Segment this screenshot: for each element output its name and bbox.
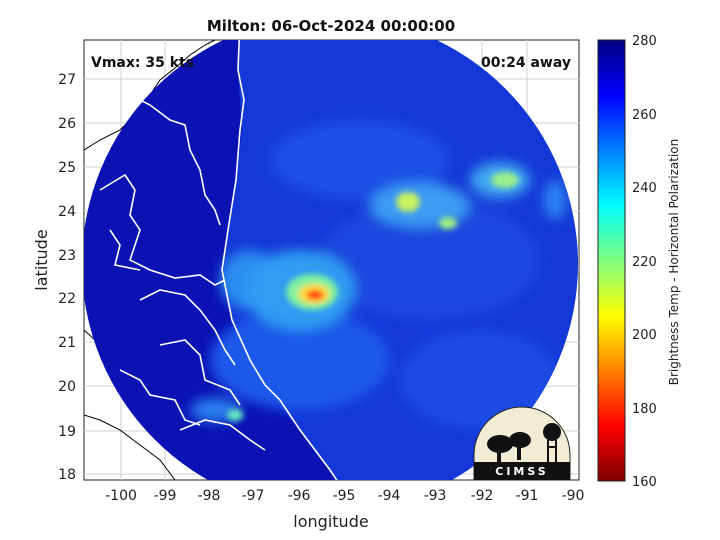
colorbar-tick: 160 <box>632 475 657 490</box>
y-tick-label: 23 <box>58 248 76 264</box>
y-axis: 27 26 25 24 23 22 21 20 19 18 latitude <box>32 72 76 483</box>
x-tick-label: -99 <box>154 488 177 504</box>
y-tick-label: 20 <box>58 379 76 395</box>
x-tick-label: -98 <box>198 488 221 504</box>
colorbar-tick: 240 <box>632 181 657 196</box>
time-away-text: 00:24 away <box>481 55 571 71</box>
satellite-dish-icon <box>487 432 531 462</box>
x-tick-label: -91 <box>516 488 539 504</box>
colorbar-tick: 180 <box>632 402 657 417</box>
x-tick-label: -96 <box>288 488 311 504</box>
cimss-logo-text: CIMSS <box>495 465 548 478</box>
y-tick-label: 19 <box>58 424 76 440</box>
y-tick-label: 22 <box>58 291 76 307</box>
colorbar-tick: 260 <box>632 108 657 123</box>
y-axis-label: latitude <box>32 229 51 290</box>
x-tick-label: -100 <box>105 488 137 504</box>
x-axis: -100 -99 -98 -97 -96 -95 -94 -93 -92 -91… <box>105 488 584 531</box>
map-title: Milton: 06-Oct-2024 00:00:00 <box>207 17 455 35</box>
y-tick-label: 27 <box>58 72 76 88</box>
y-tick-label: 24 <box>58 204 76 220</box>
y-tick-label: 21 <box>58 335 76 351</box>
y-tick-label: 25 <box>58 160 76 176</box>
colorbar-tick: 220 <box>632 255 657 270</box>
x-axis-label: longitude <box>293 512 368 531</box>
x-tick-label: -97 <box>242 488 265 504</box>
colorbar: 280 260 240 220 200 180 160 Brightness T… <box>597 34 681 490</box>
colorbar-gradient <box>597 39 626 482</box>
x-tick-label: -93 <box>424 488 447 504</box>
x-tick-label: -95 <box>333 488 356 504</box>
y-tick-label: 18 <box>58 467 76 483</box>
colorbar-label: Brightness Temp - Horizontal Polarizatio… <box>667 139 681 386</box>
x-tick-label: -92 <box>471 488 494 504</box>
x-tick-label: -90 <box>562 488 585 504</box>
water-tower-icon <box>543 423 561 462</box>
vmax-text: Vmax: 35 kts <box>91 55 194 71</box>
brightness-temp-swath <box>84 40 578 480</box>
colorbar-tick: 200 <box>632 328 657 343</box>
x-tick-label: -94 <box>378 488 401 504</box>
colorbar-tick: 280 <box>632 34 657 49</box>
y-tick-label: 26 <box>58 116 76 132</box>
cimss-logo: CIMSS <box>473 406 571 481</box>
map-plot-area: Vmax: 35 kts 00:24 away CIMSS <box>83 39 580 481</box>
